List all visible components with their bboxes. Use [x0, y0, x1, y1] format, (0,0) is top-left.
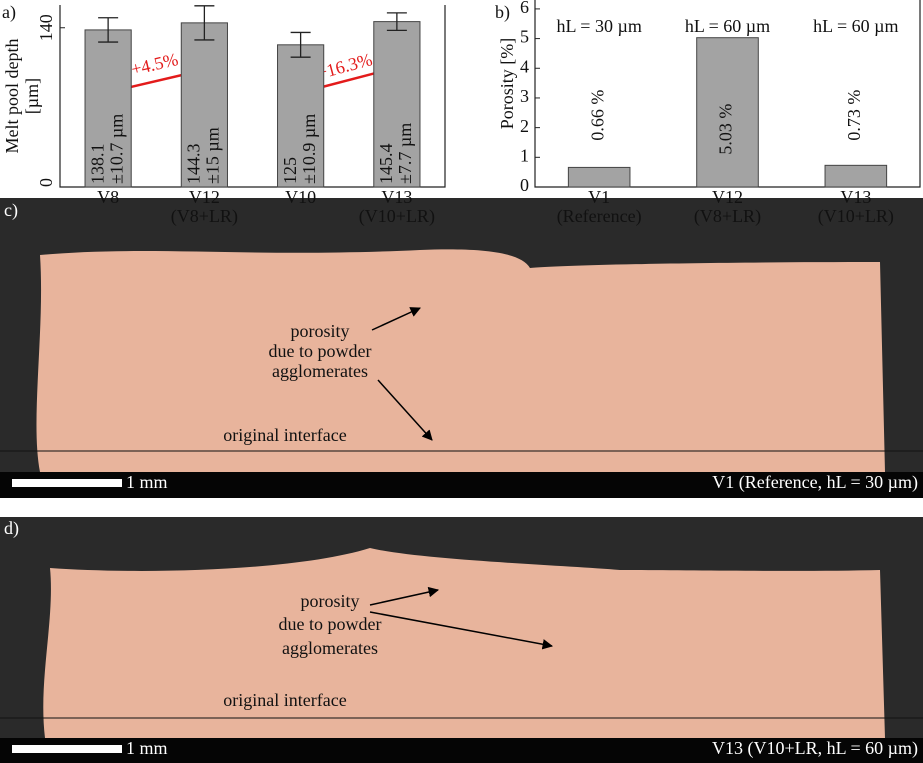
panel-label: c) — [4, 200, 18, 221]
x-tick-label: V1 — [588, 187, 610, 207]
y-tick-label: 140 — [36, 14, 56, 41]
y-tick-label: 1 — [520, 145, 529, 165]
micrograph-c: c) porosity due to powder agglomerates o… — [0, 198, 923, 498]
caption: V1 (Reference, hL = 30 µm) — [712, 472, 918, 493]
y-axis-label: Melt pool depth — [2, 39, 22, 154]
figure: c) porosity due to powder agglomerates o… — [0, 0, 923, 763]
bar — [825, 165, 887, 187]
annotation: hL = 60 µm — [813, 16, 898, 36]
x-tick-label: V12 — [189, 187, 220, 207]
value-label: 5.03 % — [716, 104, 736, 155]
value-label: ±10.7 µm — [106, 114, 126, 184]
panel-label: b) — [495, 2, 510, 23]
x-tick-label: V13 — [381, 187, 412, 207]
value-label: ±7.7 µm — [395, 123, 415, 184]
value-label: 125 — [280, 157, 300, 184]
scale-label: 1 mm — [126, 738, 168, 758]
value-label: 0.66 % — [587, 90, 607, 141]
bar — [568, 167, 630, 187]
annotation: hL = 60 µm — [685, 16, 770, 36]
annotation: agglomerates — [272, 361, 368, 381]
x-tick-note: (Reference) — [557, 206, 642, 227]
annotation: +4.5% — [129, 49, 180, 79]
value-label: 0.73 % — [844, 90, 864, 141]
panel-label: a) — [2, 2, 16, 23]
x-tick-note: (V8+LR) — [694, 206, 761, 227]
value-label: ±10.9 µm — [299, 114, 319, 184]
annotation: agglomerates — [282, 638, 378, 658]
x-tick-label: V12 — [712, 187, 743, 207]
annotation: porosity — [290, 321, 349, 341]
interface-label: original interface — [223, 425, 346, 445]
x-tick-note: (V8+LR) — [171, 206, 238, 227]
y-tick-label: 6 — [520, 0, 529, 17]
x-tick-note: (V10+LR) — [359, 206, 435, 227]
x-tick-label: V8 — [97, 187, 119, 207]
y-axis-label: [µm] — [22, 78, 42, 114]
annotation: due to powder — [279, 614, 382, 634]
interface-label: original interface — [223, 690, 346, 710]
x-tick-note: (V10+LR) — [818, 206, 894, 227]
annotation: porosity — [300, 591, 359, 611]
y-tick-label: 3 — [520, 86, 529, 106]
y-tick-label: 0 — [520, 175, 529, 195]
panel-label: d) — [4, 518, 19, 539]
micrograph-d: d) porosity due to powder agglomerates o… — [0, 517, 923, 763]
x-tick-label: V13 — [840, 187, 871, 207]
y-tick-label: 2 — [520, 116, 529, 136]
scale-label: 1 mm — [126, 472, 168, 492]
annotation: hL = 30 µm — [556, 16, 641, 36]
x-tick-label: V10 — [285, 187, 316, 207]
annotation: due to powder — [269, 341, 372, 361]
value-label: 145.4 — [376, 144, 396, 185]
y-tick-label: 4 — [520, 56, 529, 76]
value-label: 138.1 — [87, 144, 107, 185]
value-label: ±15 µm — [203, 127, 223, 184]
y-tick-label: 5 — [520, 27, 529, 47]
y-axis-label: Porosity [%] — [497, 38, 517, 130]
caption: V13 (V10+LR, hL = 60 µm) — [712, 738, 918, 759]
value-label: 144.3 — [184, 144, 204, 185]
y-tick-label: 0 — [36, 178, 56, 187]
